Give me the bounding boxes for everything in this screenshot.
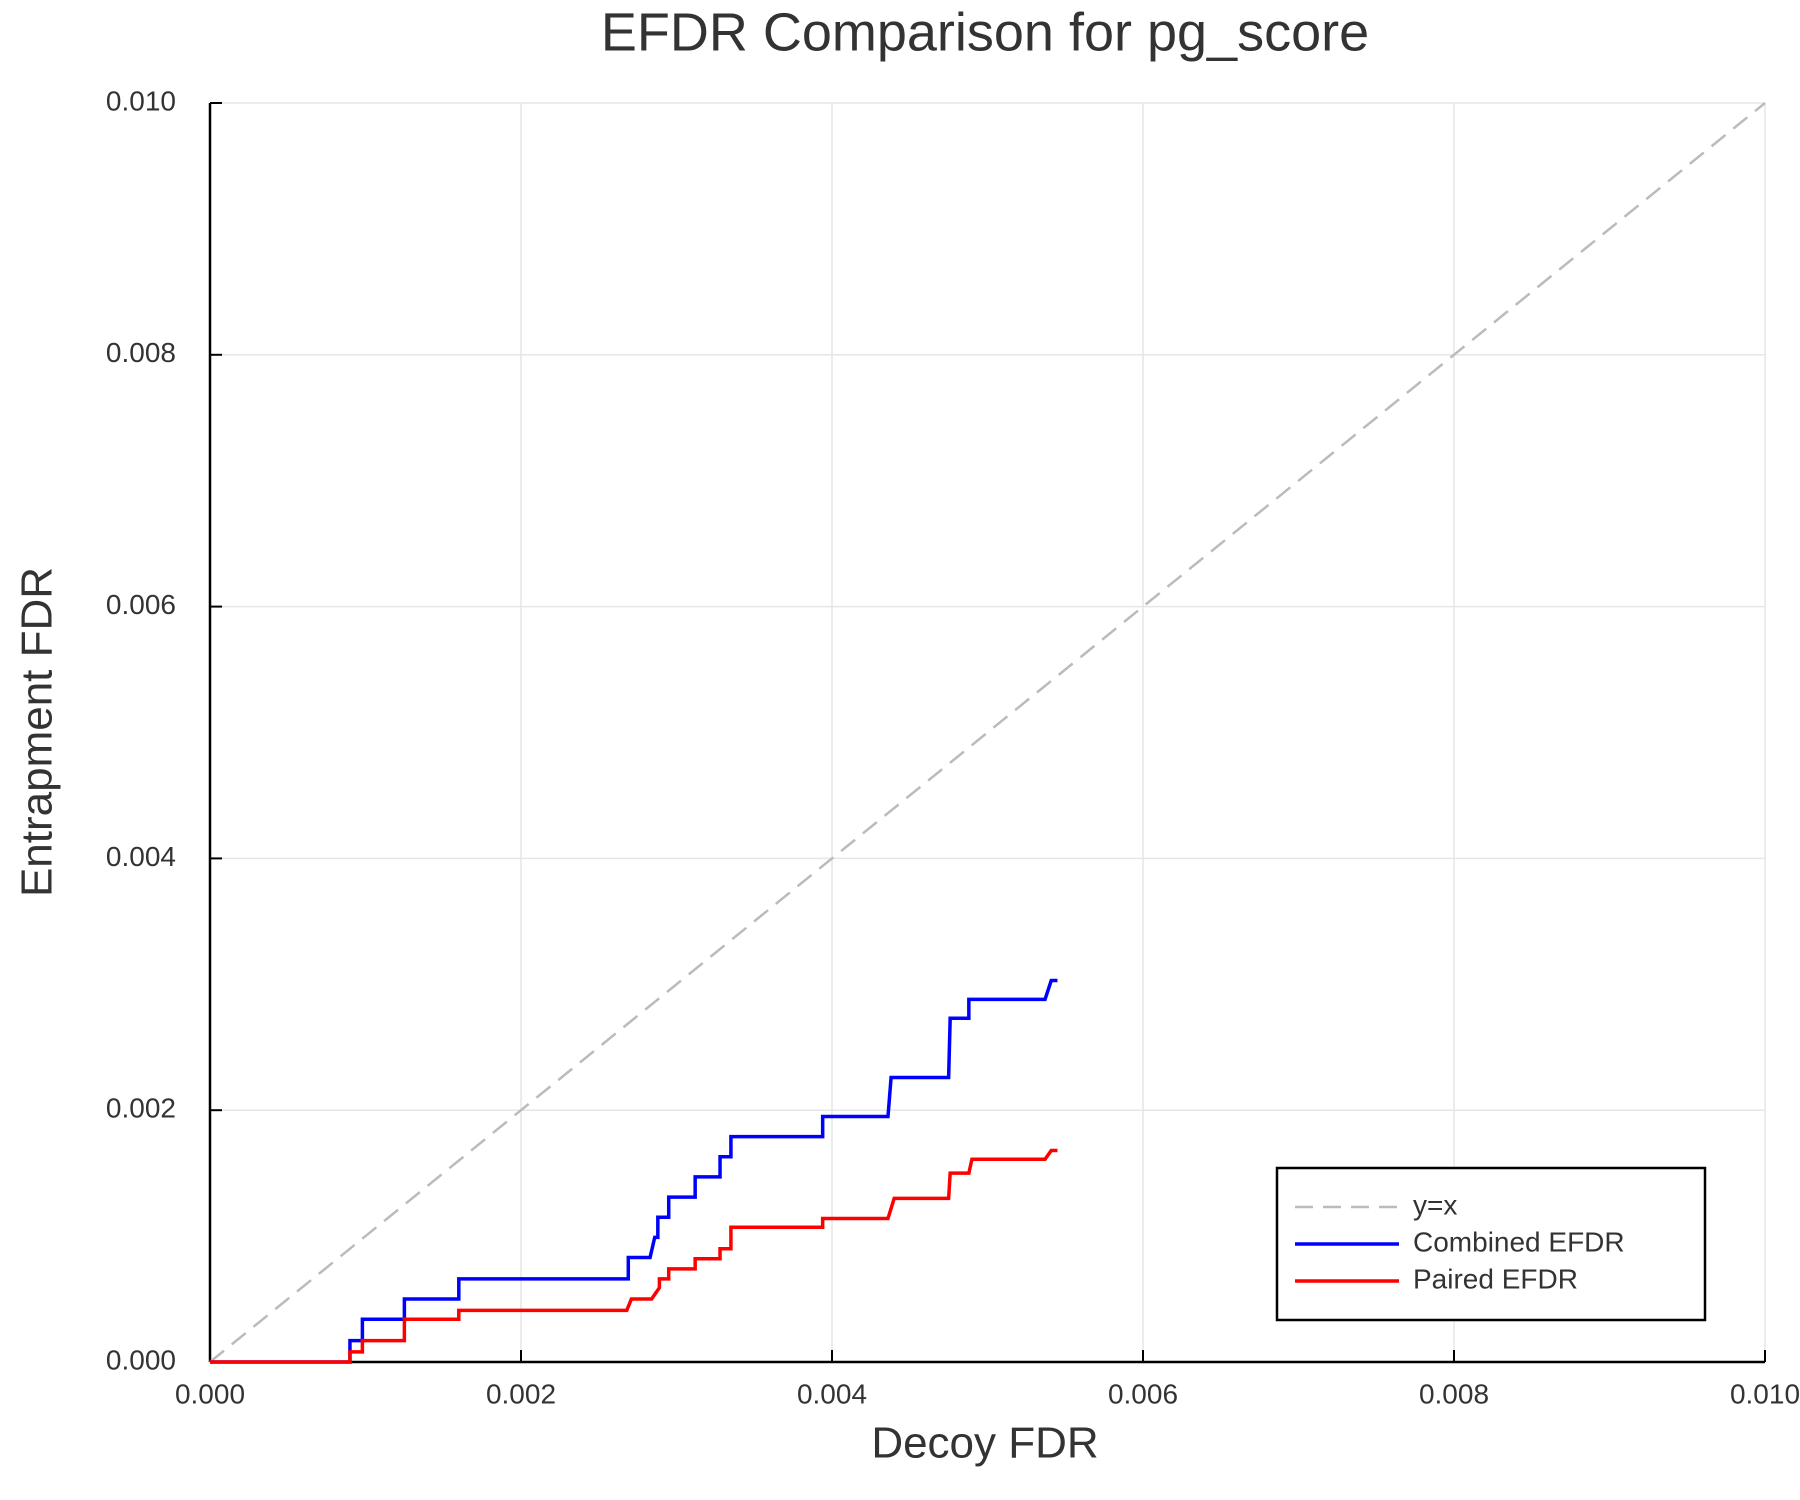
legend-label: y=x	[1413, 1189, 1457, 1220]
line	[209, 102, 1766, 1363]
y-tick-label: 0.006	[106, 589, 176, 620]
y-tick-label: 0.002	[106, 1093, 176, 1124]
line	[210, 978, 1058, 1364]
y-tick-label: 0.008	[106, 337, 176, 368]
line	[210, 1148, 1058, 1364]
y-tick-label: 0.010	[106, 85, 176, 116]
x-tick-label: 0.004	[797, 1378, 867, 1409]
y-tick-label: 0.004	[106, 841, 176, 872]
x-tick-label: 0.006	[1108, 1378, 1178, 1409]
y-tick-label: 0.000	[106, 1344, 176, 1375]
x-tick-label: 0.000	[175, 1378, 245, 1409]
x-tick-label: 0.010	[1730, 1378, 1800, 1409]
legend-box	[1275, 1166, 1707, 1322]
x-axis-label: Decoy FDR	[871, 1419, 1098, 1468]
legend-label: Combined EFDR	[1413, 1226, 1625, 1257]
legend-label: Paired EFDR	[1413, 1263, 1578, 1294]
y-axis-label: Entrapment FDR	[13, 567, 62, 897]
x-tick-label: 0.002	[486, 1378, 556, 1409]
chart-title: EFDR Comparison for pg_score	[601, 2, 1369, 62]
x-tick-label: 0.008	[1419, 1378, 1489, 1409]
